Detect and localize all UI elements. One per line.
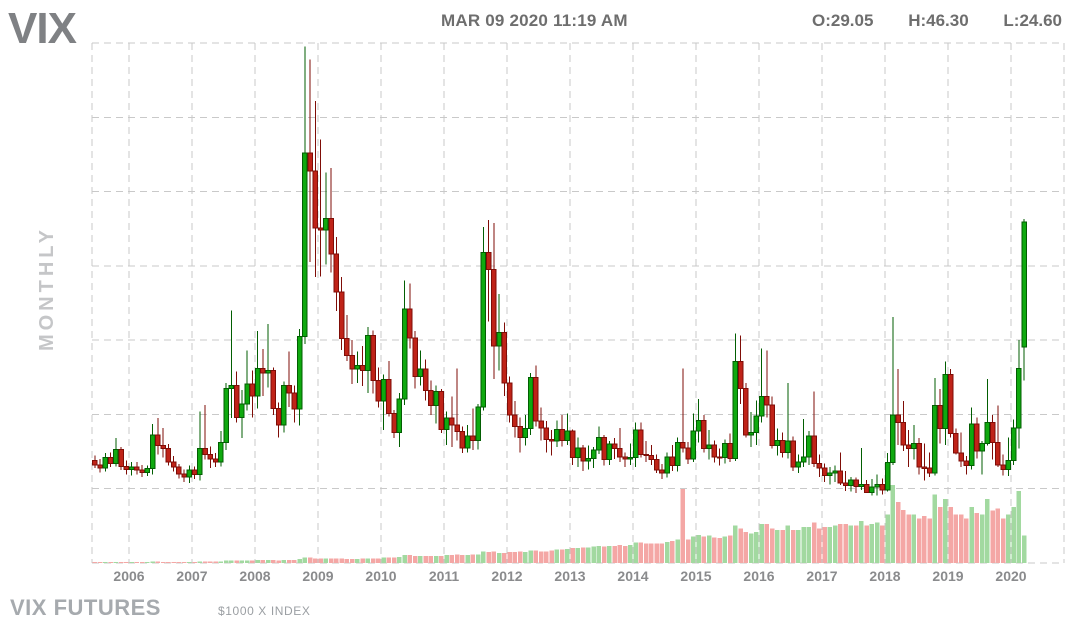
x-axis-tick: 2009 [302,568,333,584]
high-value: H:46.30 [908,11,969,30]
x-axis-tick: 2014 [617,568,648,584]
x-axis-tick: 2011 [429,568,460,584]
x-axis-tick: 2007 [176,568,207,584]
x-axis-tick: 2019 [932,568,963,584]
x-axis-tick: 2015 [680,568,711,584]
x-axis-tick: 2018 [869,568,900,584]
x-axis-tick: 2008 [239,568,270,584]
low-value: L:24.60 [1003,11,1062,30]
x-axis-tick: 2017 [806,568,837,584]
ohl-readout: O:29.05 H:46.30 L:24.60 [782,11,1062,31]
x-axis-tick: 2020 [995,568,1026,584]
x-axis-tick: 2012 [491,568,522,584]
x-axis-tick: 2010 [365,568,396,584]
x-axis-tick: 2016 [743,568,774,584]
contract-title: VIX FUTURES [10,595,161,620]
symbol-title: VIX [8,4,77,53]
open-value: O:29.05 [812,11,874,30]
contract-multiplier: $1000 X INDEX [218,604,311,618]
bar-timestamp: MAR 09 2020 11:19 AM [441,11,628,30]
x-axis-tick: 2013 [554,568,585,584]
x-axis-tick: 2006 [113,568,144,584]
